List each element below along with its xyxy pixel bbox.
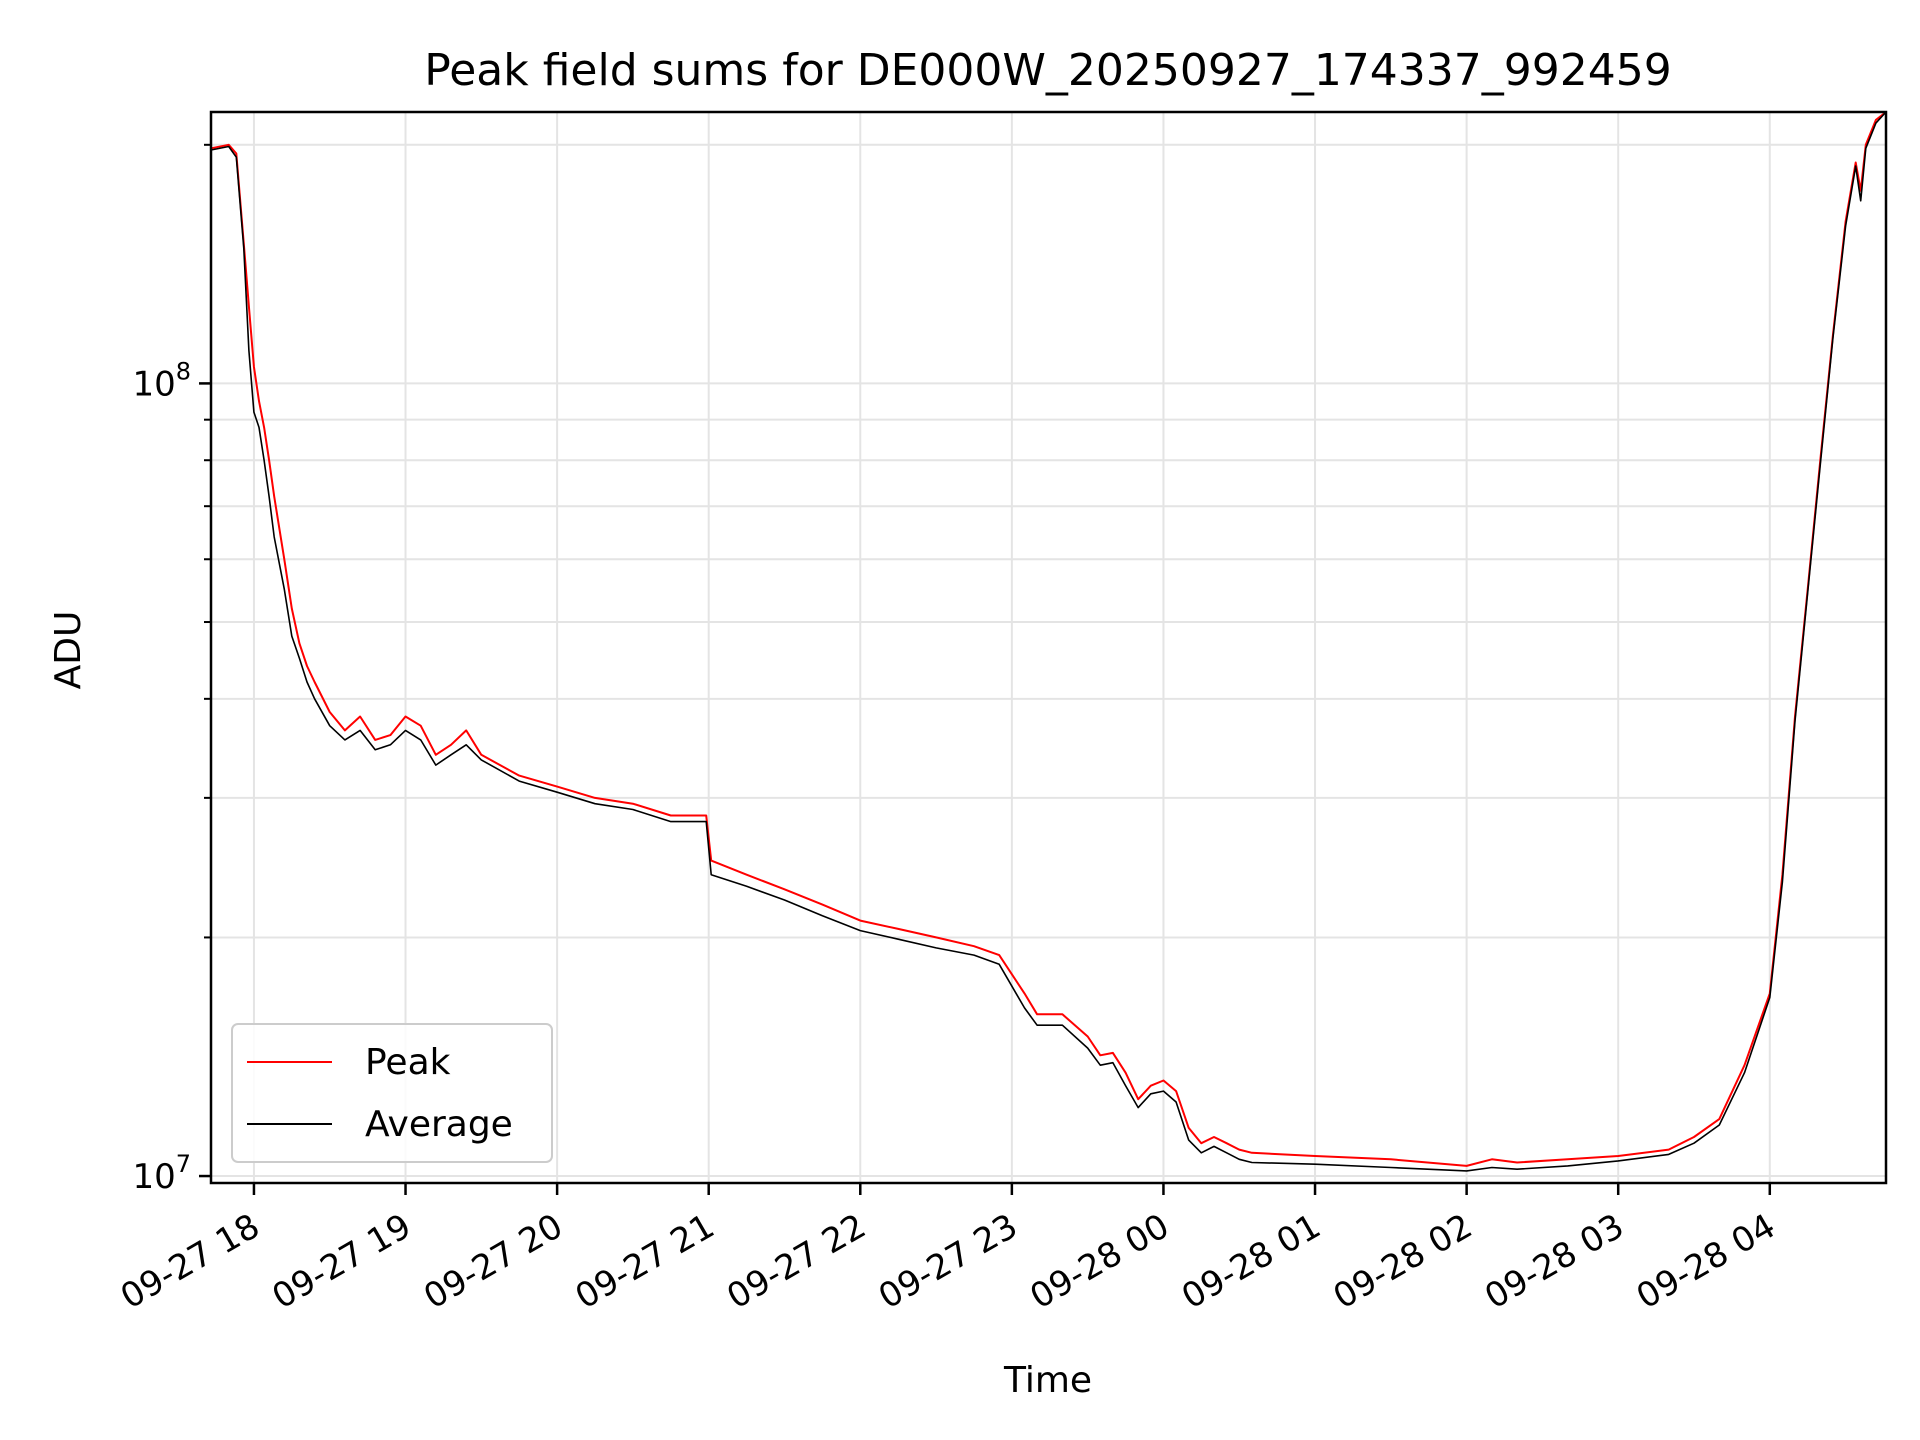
y-tick-label: 108 (132, 357, 191, 404)
plot-frame (209, 110, 1888, 1185)
x-axis-label: Time (1003, 1360, 1092, 1401)
series-layer (210, 111, 1887, 1172)
series-line-peak (210, 111, 1887, 1167)
y-axis-label: ADU (48, 611, 89, 690)
chart-title: Peak field sums for DE000W_20250927_1743… (424, 45, 1672, 96)
legend: Peak Average (231, 1023, 553, 1163)
legend-label-peak: Peak (365, 1042, 451, 1083)
y-tick-label: 107 (132, 1150, 191, 1197)
legend-box (231, 1023, 553, 1163)
series-line-average (210, 111, 1887, 1172)
legend-label-average: Average (365, 1104, 513, 1145)
grid (211, 112, 1886, 1183)
